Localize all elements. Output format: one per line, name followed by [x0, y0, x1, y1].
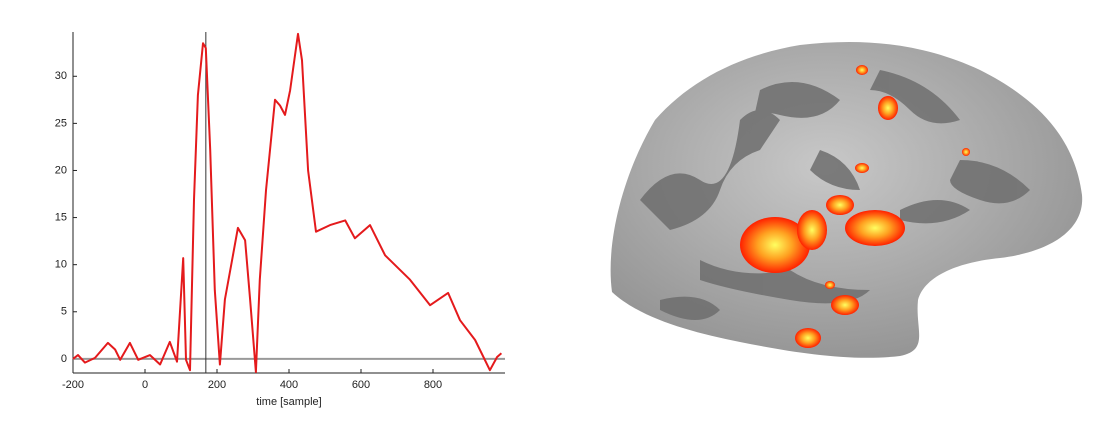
x-tick-label: 400: [280, 379, 298, 391]
brain-surface: [610, 41, 1083, 358]
x-axis-label: time [sample]: [256, 396, 321, 408]
y-tick-label: 10: [55, 259, 67, 271]
x-tick-label: 600: [352, 379, 370, 391]
x-tick-label: -200: [62, 379, 84, 391]
y-tick-label: 0: [61, 353, 67, 365]
y-tick-label: 15: [55, 211, 67, 223]
x-tick-label: 200: [208, 379, 226, 391]
x-tick-label: 800: [424, 379, 442, 391]
y-tick-label: 20: [55, 164, 67, 176]
y-tick-label: 25: [55, 117, 67, 129]
y-tick-label: 30: [55, 70, 67, 82]
data-line: [72, 32, 503, 374]
y-tick-label: 5: [61, 306, 67, 318]
x-tick-label: 0: [142, 379, 148, 391]
